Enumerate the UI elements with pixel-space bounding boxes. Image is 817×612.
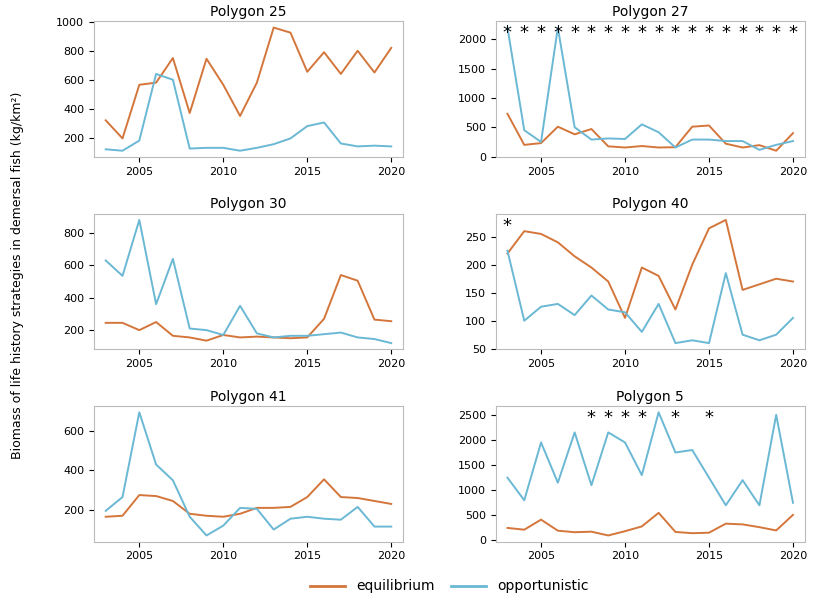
Text: *: * bbox=[738, 24, 747, 42]
Text: *: * bbox=[721, 24, 730, 42]
Text: *: * bbox=[704, 409, 713, 427]
Text: *: * bbox=[570, 24, 579, 42]
Text: *: * bbox=[520, 24, 529, 42]
Text: *: * bbox=[587, 24, 596, 42]
Text: *: * bbox=[671, 409, 680, 427]
Text: *: * bbox=[553, 24, 562, 42]
Title: Polygon 5: Polygon 5 bbox=[616, 390, 684, 403]
Text: *: * bbox=[604, 24, 613, 42]
Text: *: * bbox=[755, 24, 764, 42]
Text: *: * bbox=[637, 24, 646, 42]
Text: *: * bbox=[637, 409, 646, 427]
Text: Biomass of life history strategies in demersal fish (kg/km²): Biomass of life history strategies in de… bbox=[11, 92, 25, 459]
Text: *: * bbox=[788, 24, 797, 42]
Text: *: * bbox=[587, 409, 596, 427]
Text: *: * bbox=[621, 409, 630, 427]
Text: *: * bbox=[772, 24, 781, 42]
Title: Polygon 27: Polygon 27 bbox=[612, 5, 689, 19]
Text: *: * bbox=[503, 217, 512, 234]
Text: *: * bbox=[688, 24, 697, 42]
Title: Polygon 25: Polygon 25 bbox=[210, 5, 287, 19]
Text: *: * bbox=[654, 24, 663, 42]
Legend: equilibrium, opportunistic: equilibrium, opportunistic bbox=[305, 574, 594, 599]
Text: *: * bbox=[604, 409, 613, 427]
Text: *: * bbox=[537, 24, 546, 42]
Text: *: * bbox=[704, 24, 713, 42]
Text: *: * bbox=[671, 24, 680, 42]
Title: Polygon 41: Polygon 41 bbox=[210, 390, 287, 403]
Title: Polygon 30: Polygon 30 bbox=[210, 197, 287, 211]
Text: *: * bbox=[621, 24, 630, 42]
Title: Polygon 40: Polygon 40 bbox=[612, 197, 689, 211]
Text: *: * bbox=[503, 24, 512, 42]
